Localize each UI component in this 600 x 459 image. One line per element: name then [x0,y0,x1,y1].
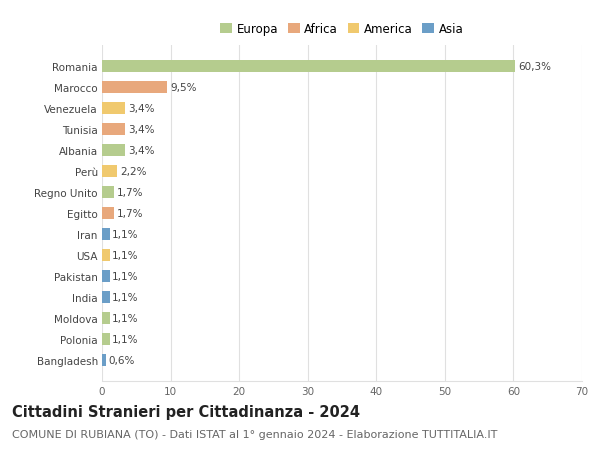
Bar [102,270,110,282]
Text: 2,2%: 2,2% [120,167,146,177]
Bar [102,187,113,198]
Text: 60,3%: 60,3% [518,62,551,72]
Text: 3,4%: 3,4% [128,125,155,134]
Text: 9,5%: 9,5% [170,83,196,93]
Bar [102,313,110,324]
Bar [102,103,125,114]
Text: 1,7%: 1,7% [116,208,143,218]
Text: 0,6%: 0,6% [109,355,135,365]
Text: Cittadini Stranieri per Cittadinanza - 2024: Cittadini Stranieri per Cittadinanza - 2… [12,404,360,419]
Text: 1,1%: 1,1% [112,271,139,281]
Bar [102,250,110,261]
Text: 1,1%: 1,1% [112,250,139,260]
Bar [102,124,125,135]
Text: 1,1%: 1,1% [112,313,139,323]
Legend: Europa, Africa, America, Asia: Europa, Africa, America, Asia [215,18,469,41]
Text: 1,7%: 1,7% [116,188,143,197]
Bar [102,291,110,303]
Bar [102,166,117,177]
Bar [102,333,110,345]
Bar [102,229,110,240]
Text: 3,4%: 3,4% [128,146,155,156]
Bar [102,61,515,73]
Text: 3,4%: 3,4% [128,104,155,114]
Text: COMUNE DI RUBIANA (TO) - Dati ISTAT al 1° gennaio 2024 - Elaborazione TUTTITALIA: COMUNE DI RUBIANA (TO) - Dati ISTAT al 1… [12,429,497,439]
Text: 1,1%: 1,1% [112,292,139,302]
Bar [102,354,106,366]
Text: 1,1%: 1,1% [112,334,139,344]
Bar [102,145,125,157]
Bar [102,207,113,219]
Bar [102,82,167,94]
Text: 1,1%: 1,1% [112,230,139,239]
